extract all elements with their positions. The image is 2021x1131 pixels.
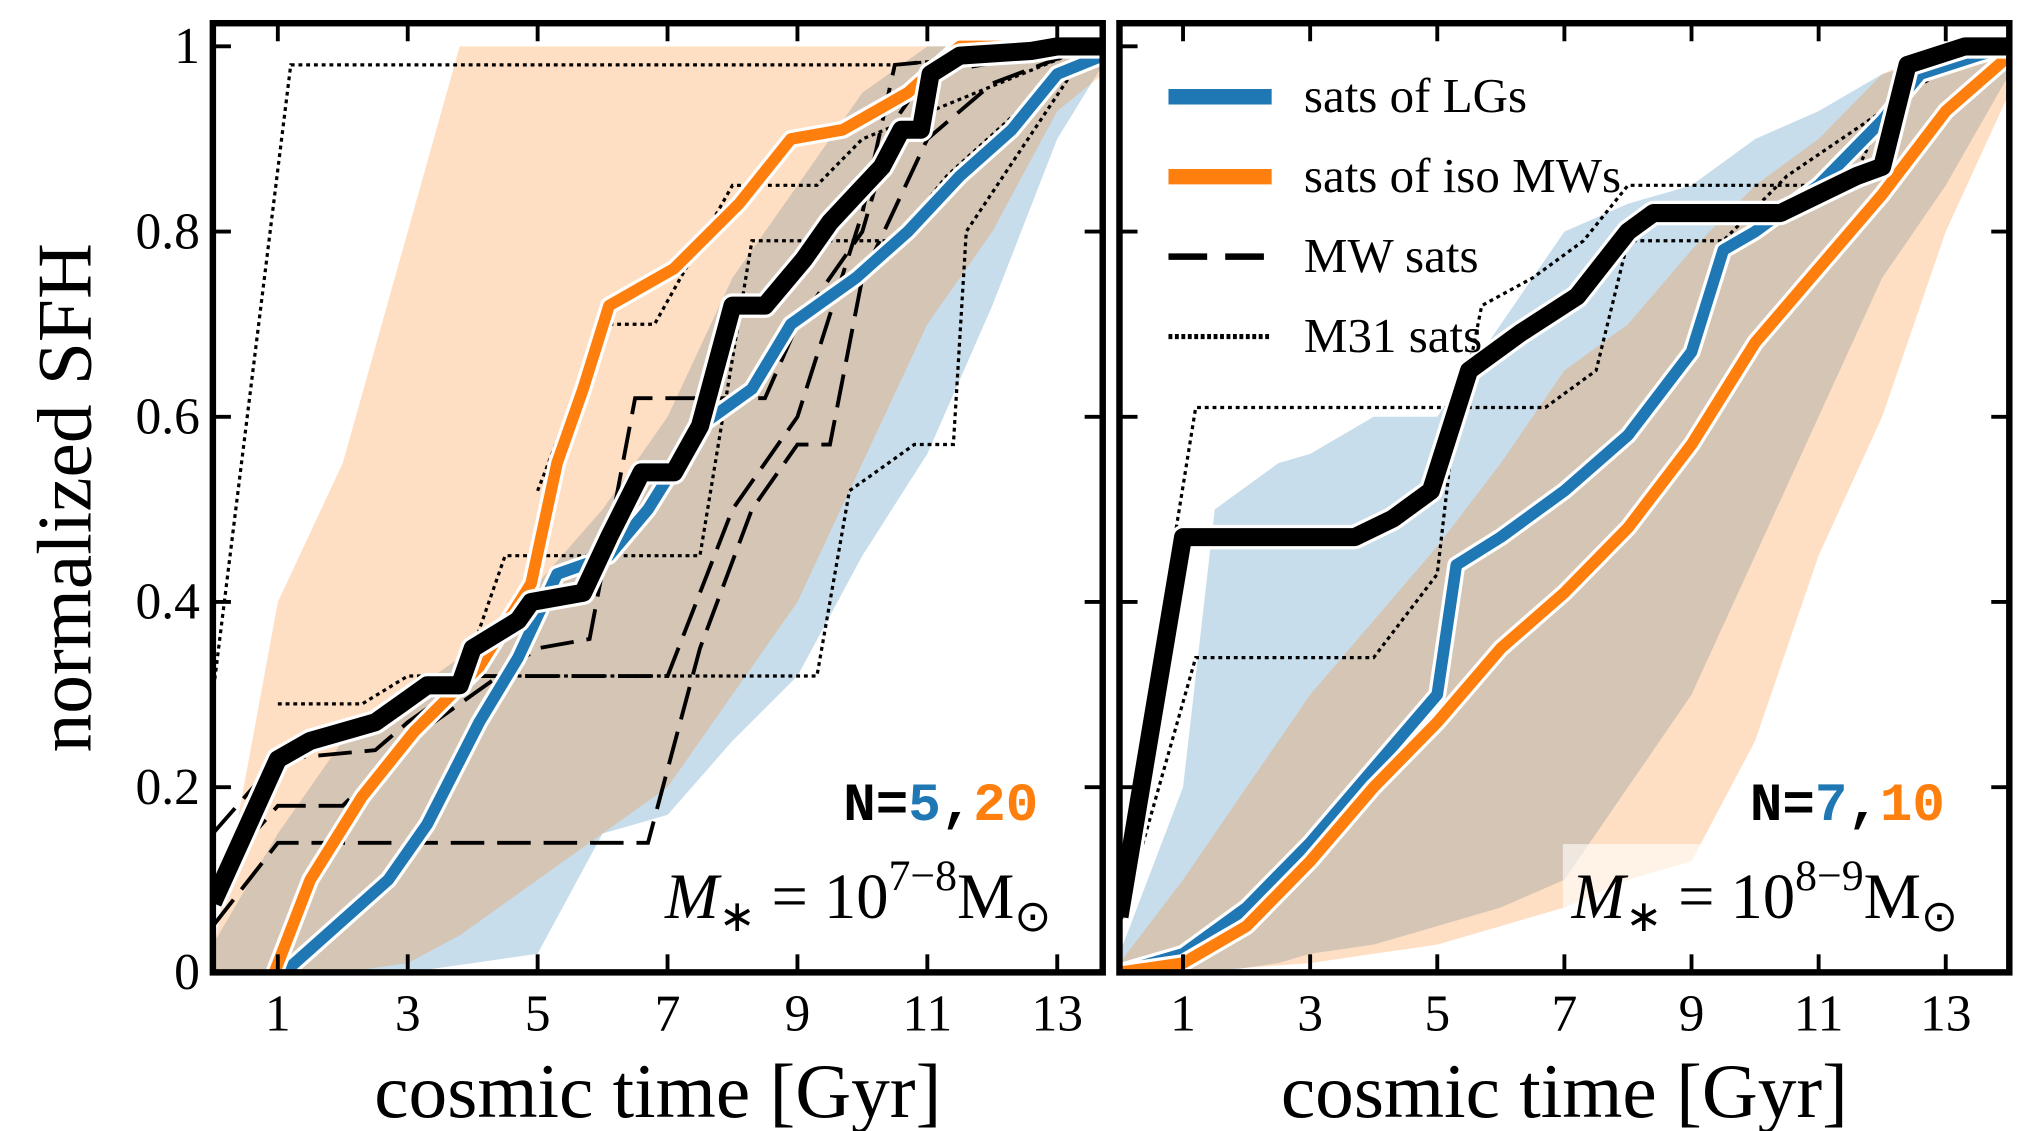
x-tick-label: 13: [1920, 985, 1972, 1042]
mass-unit: M: [957, 861, 1014, 932]
legend-label: sats of iso MWs: [1304, 148, 1621, 203]
mass-symbol: M: [1571, 861, 1629, 932]
median-line: [1119, 51, 2010, 973]
count-label: N=5,20: [843, 776, 1038, 837]
x-tick-label: 1: [265, 985, 291, 1042]
range-band: [1119, 46, 2010, 973]
individual-line: [212, 44, 1090, 695]
x-tick-label: 11: [903, 985, 953, 1042]
count-value: 5: [908, 776, 941, 837]
count-value: 20: [973, 776, 1038, 837]
mass-label: M∗ = 107−8M⊙: [664, 852, 1051, 941]
axes-frame: [209, 19, 1106, 976]
range-band: [1119, 46, 2010, 973]
legend-label: MW sats: [1304, 228, 1479, 283]
mass-equals: = 10: [755, 861, 888, 932]
plot-area: [212, 34, 1103, 973]
mass-equals: = 10: [1662, 861, 1795, 932]
x-axis-label: cosmic time [Gyr]: [1281, 1048, 1848, 1131]
x-tick-label: 7: [655, 985, 681, 1042]
y-tick-label: 0.2: [135, 759, 199, 816]
individual-line: [277, 45, 1092, 706]
mass-exponent: 7−8: [889, 852, 958, 900]
individual-line: [471, 45, 1091, 649]
mass-subscript: ∗: [719, 893, 756, 941]
x-tick-label: 1: [1170, 985, 1196, 1042]
mass-subscript: ∗: [1625, 893, 1662, 941]
x-axis-label: cosmic time [Gyr]: [374, 1048, 941, 1131]
count-prefix: N=: [843, 776, 908, 837]
x-tick-label: 3: [395, 985, 421, 1042]
legend-label: sats of LGs: [1304, 68, 1527, 123]
x-tick-label: 13: [1031, 985, 1083, 1042]
median-line: [212, 37, 1103, 907]
label-box: [656, 844, 1059, 947]
mass-unit-subscript: ⊙: [1921, 893, 1958, 941]
plot-area: [1119, 34, 2010, 973]
median-line: [269, 40, 1103, 973]
y-tick-label: 0.4: [135, 574, 199, 631]
individual-line: [212, 44, 1091, 928]
y-tick-label: 1: [174, 18, 200, 75]
y-tick-label: 0.6: [135, 389, 199, 446]
label-box: [1562, 844, 1966, 947]
x-tick-label: 9: [785, 985, 811, 1042]
x-tick-label: 3: [1297, 985, 1323, 1042]
mass-unit-subscript: ⊙: [1014, 893, 1051, 941]
count-value: 7: [1815, 776, 1848, 837]
mass-exponent: 8−9: [1795, 852, 1864, 900]
individual-line: [1119, 45, 1979, 881]
x-tick-label: 5: [1424, 985, 1450, 1042]
median-line: [1119, 37, 2010, 919]
mass-symbol: M: [664, 861, 722, 932]
count-prefix: N=: [1750, 776, 1815, 837]
legend-label: M31 sats: [1304, 308, 1482, 363]
y-tick-label: 0.8: [135, 203, 199, 260]
count-separator: ,: [941, 776, 974, 837]
y-axis-label: normalized SFH: [21, 243, 107, 752]
x-tick-label: 7: [1551, 985, 1577, 1042]
x-tick-label: 11: [1794, 985, 1844, 1042]
count-separator: ,: [1847, 776, 1880, 837]
x-tick-label: 9: [1679, 985, 1705, 1042]
count-value: 10: [1880, 776, 1945, 837]
mass-unit: M: [1864, 861, 1921, 932]
x-tick-label: 5: [525, 985, 551, 1042]
count-label: N=7,10: [1750, 776, 1945, 837]
y-tick-label: 0: [174, 944, 200, 1001]
mass-label: M∗ = 108−9M⊙: [1571, 852, 1958, 941]
